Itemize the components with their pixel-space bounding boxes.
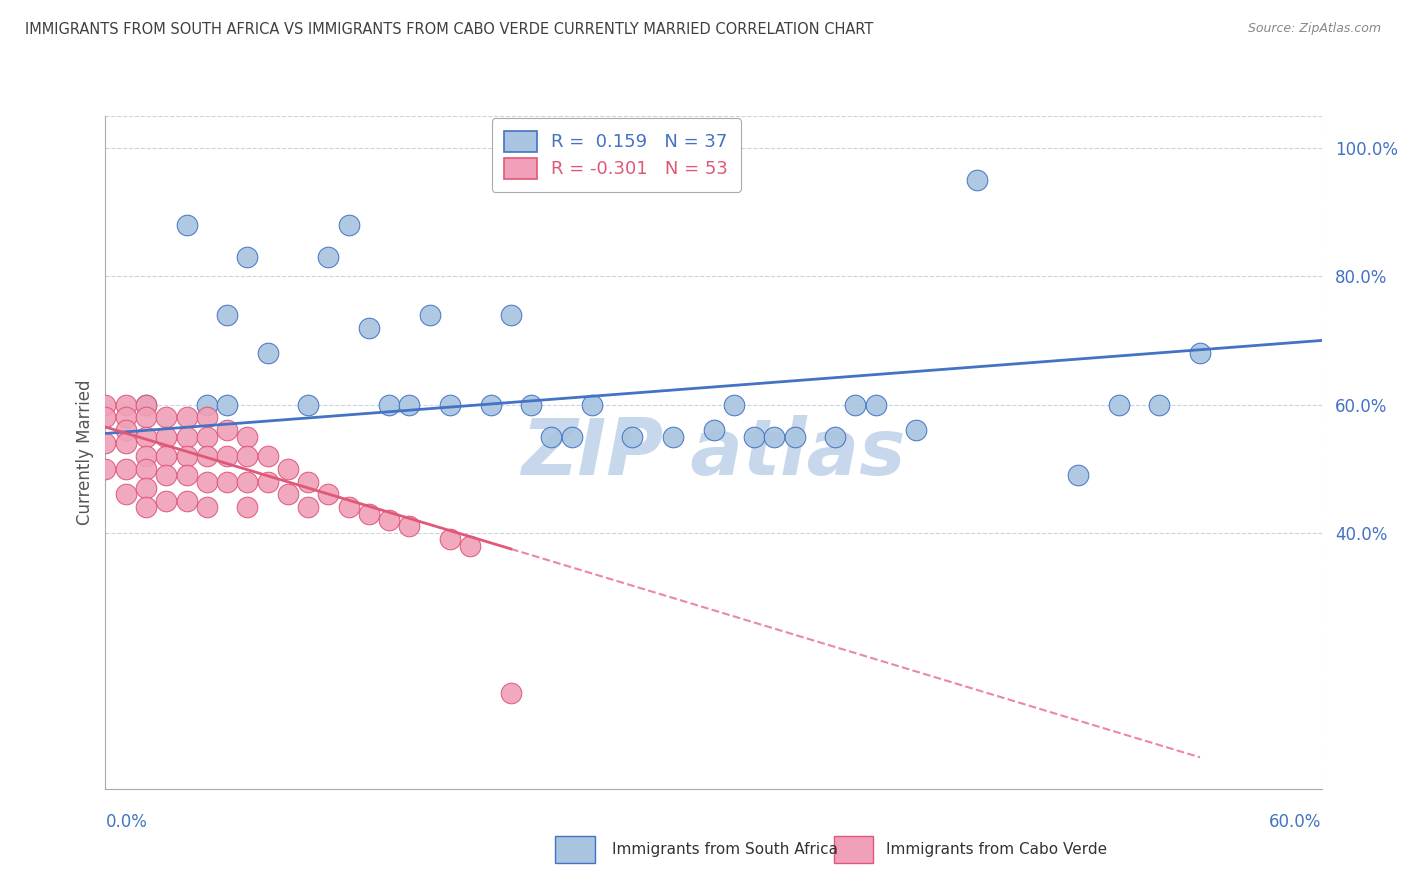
Point	[581, 398, 603, 412]
Point	[398, 519, 420, 533]
Point	[398, 398, 420, 412]
Point	[135, 398, 157, 412]
Point	[176, 430, 198, 444]
Point	[217, 475, 239, 489]
Point	[662, 430, 685, 444]
Point	[135, 500, 157, 515]
Point	[195, 449, 218, 463]
Point	[217, 308, 239, 322]
Point	[236, 500, 259, 515]
Point	[479, 398, 502, 412]
Point	[378, 398, 401, 412]
Point	[905, 423, 928, 437]
Point	[458, 539, 481, 553]
Point	[256, 449, 278, 463]
Point	[499, 686, 522, 700]
Point	[94, 398, 117, 412]
Point	[763, 430, 786, 444]
Point	[318, 250, 340, 264]
Text: Immigrants from Cabo Verde: Immigrants from Cabo Verde	[886, 842, 1107, 856]
Point	[439, 533, 461, 547]
Point	[94, 461, 117, 475]
Point	[114, 410, 136, 425]
Point	[783, 430, 806, 444]
Point	[155, 430, 177, 444]
Point	[520, 398, 543, 412]
Text: IMMIGRANTS FROM SOUTH AFRICA VS IMMIGRANTS FROM CABO VERDE CURRENTLY MARRIED COR: IMMIGRANTS FROM SOUTH AFRICA VS IMMIGRAN…	[25, 22, 873, 37]
Point	[135, 461, 157, 475]
Point	[561, 430, 583, 444]
Point	[176, 410, 198, 425]
Point	[135, 449, 157, 463]
Point	[621, 430, 644, 444]
Point	[176, 218, 198, 232]
Point	[318, 487, 340, 501]
Point	[966, 173, 988, 187]
Point	[419, 308, 441, 322]
Text: 0.0%: 0.0%	[105, 814, 148, 831]
Point	[337, 218, 360, 232]
Text: Source: ZipAtlas.com: Source: ZipAtlas.com	[1247, 22, 1381, 36]
Point	[236, 449, 259, 463]
Point	[94, 436, 117, 450]
Point	[742, 430, 765, 444]
Text: Immigrants from South Africa: Immigrants from South Africa	[612, 842, 838, 856]
Point	[865, 398, 887, 412]
Point	[114, 423, 136, 437]
Point	[135, 398, 157, 412]
Point	[114, 398, 136, 412]
Point	[135, 430, 157, 444]
Point	[277, 461, 299, 475]
Y-axis label: Currently Married: Currently Married	[76, 380, 94, 525]
Point	[195, 500, 218, 515]
Point	[135, 410, 157, 425]
Point	[439, 398, 461, 412]
Point	[114, 436, 136, 450]
Text: ZIP atlas: ZIP atlas	[522, 415, 905, 491]
Point	[94, 410, 117, 425]
Point	[357, 507, 380, 521]
Legend: R =  0.159   N = 37, R = -0.301   N = 53: R = 0.159 N = 37, R = -0.301 N = 53	[492, 119, 741, 192]
Text: 60.0%: 60.0%	[1270, 814, 1322, 831]
Point	[217, 449, 239, 463]
Point	[114, 487, 136, 501]
Point	[256, 346, 278, 360]
Point	[176, 449, 198, 463]
Point	[1067, 468, 1090, 483]
Point	[236, 430, 259, 444]
Point	[297, 475, 319, 489]
Point	[540, 430, 562, 444]
Point	[155, 493, 177, 508]
Point	[236, 475, 259, 489]
Point	[256, 475, 278, 489]
Point	[337, 500, 360, 515]
Point	[155, 468, 177, 483]
Point	[217, 423, 239, 437]
Point	[297, 398, 319, 412]
Point	[195, 410, 218, 425]
Point	[702, 423, 725, 437]
Point	[155, 410, 177, 425]
Point	[499, 308, 522, 322]
Point	[1108, 398, 1130, 412]
Point	[135, 481, 157, 495]
Point	[277, 487, 299, 501]
Point	[1149, 398, 1171, 412]
Point	[217, 398, 239, 412]
Point	[723, 398, 745, 412]
Point	[195, 430, 218, 444]
Point	[176, 493, 198, 508]
Point	[378, 513, 401, 527]
Point	[1189, 346, 1212, 360]
Point	[114, 461, 136, 475]
Point	[236, 250, 259, 264]
Point	[195, 398, 218, 412]
Point	[195, 475, 218, 489]
Point	[155, 449, 177, 463]
Point	[824, 430, 846, 444]
Point	[844, 398, 866, 412]
Point	[297, 500, 319, 515]
Point	[176, 468, 198, 483]
Point	[357, 320, 380, 334]
